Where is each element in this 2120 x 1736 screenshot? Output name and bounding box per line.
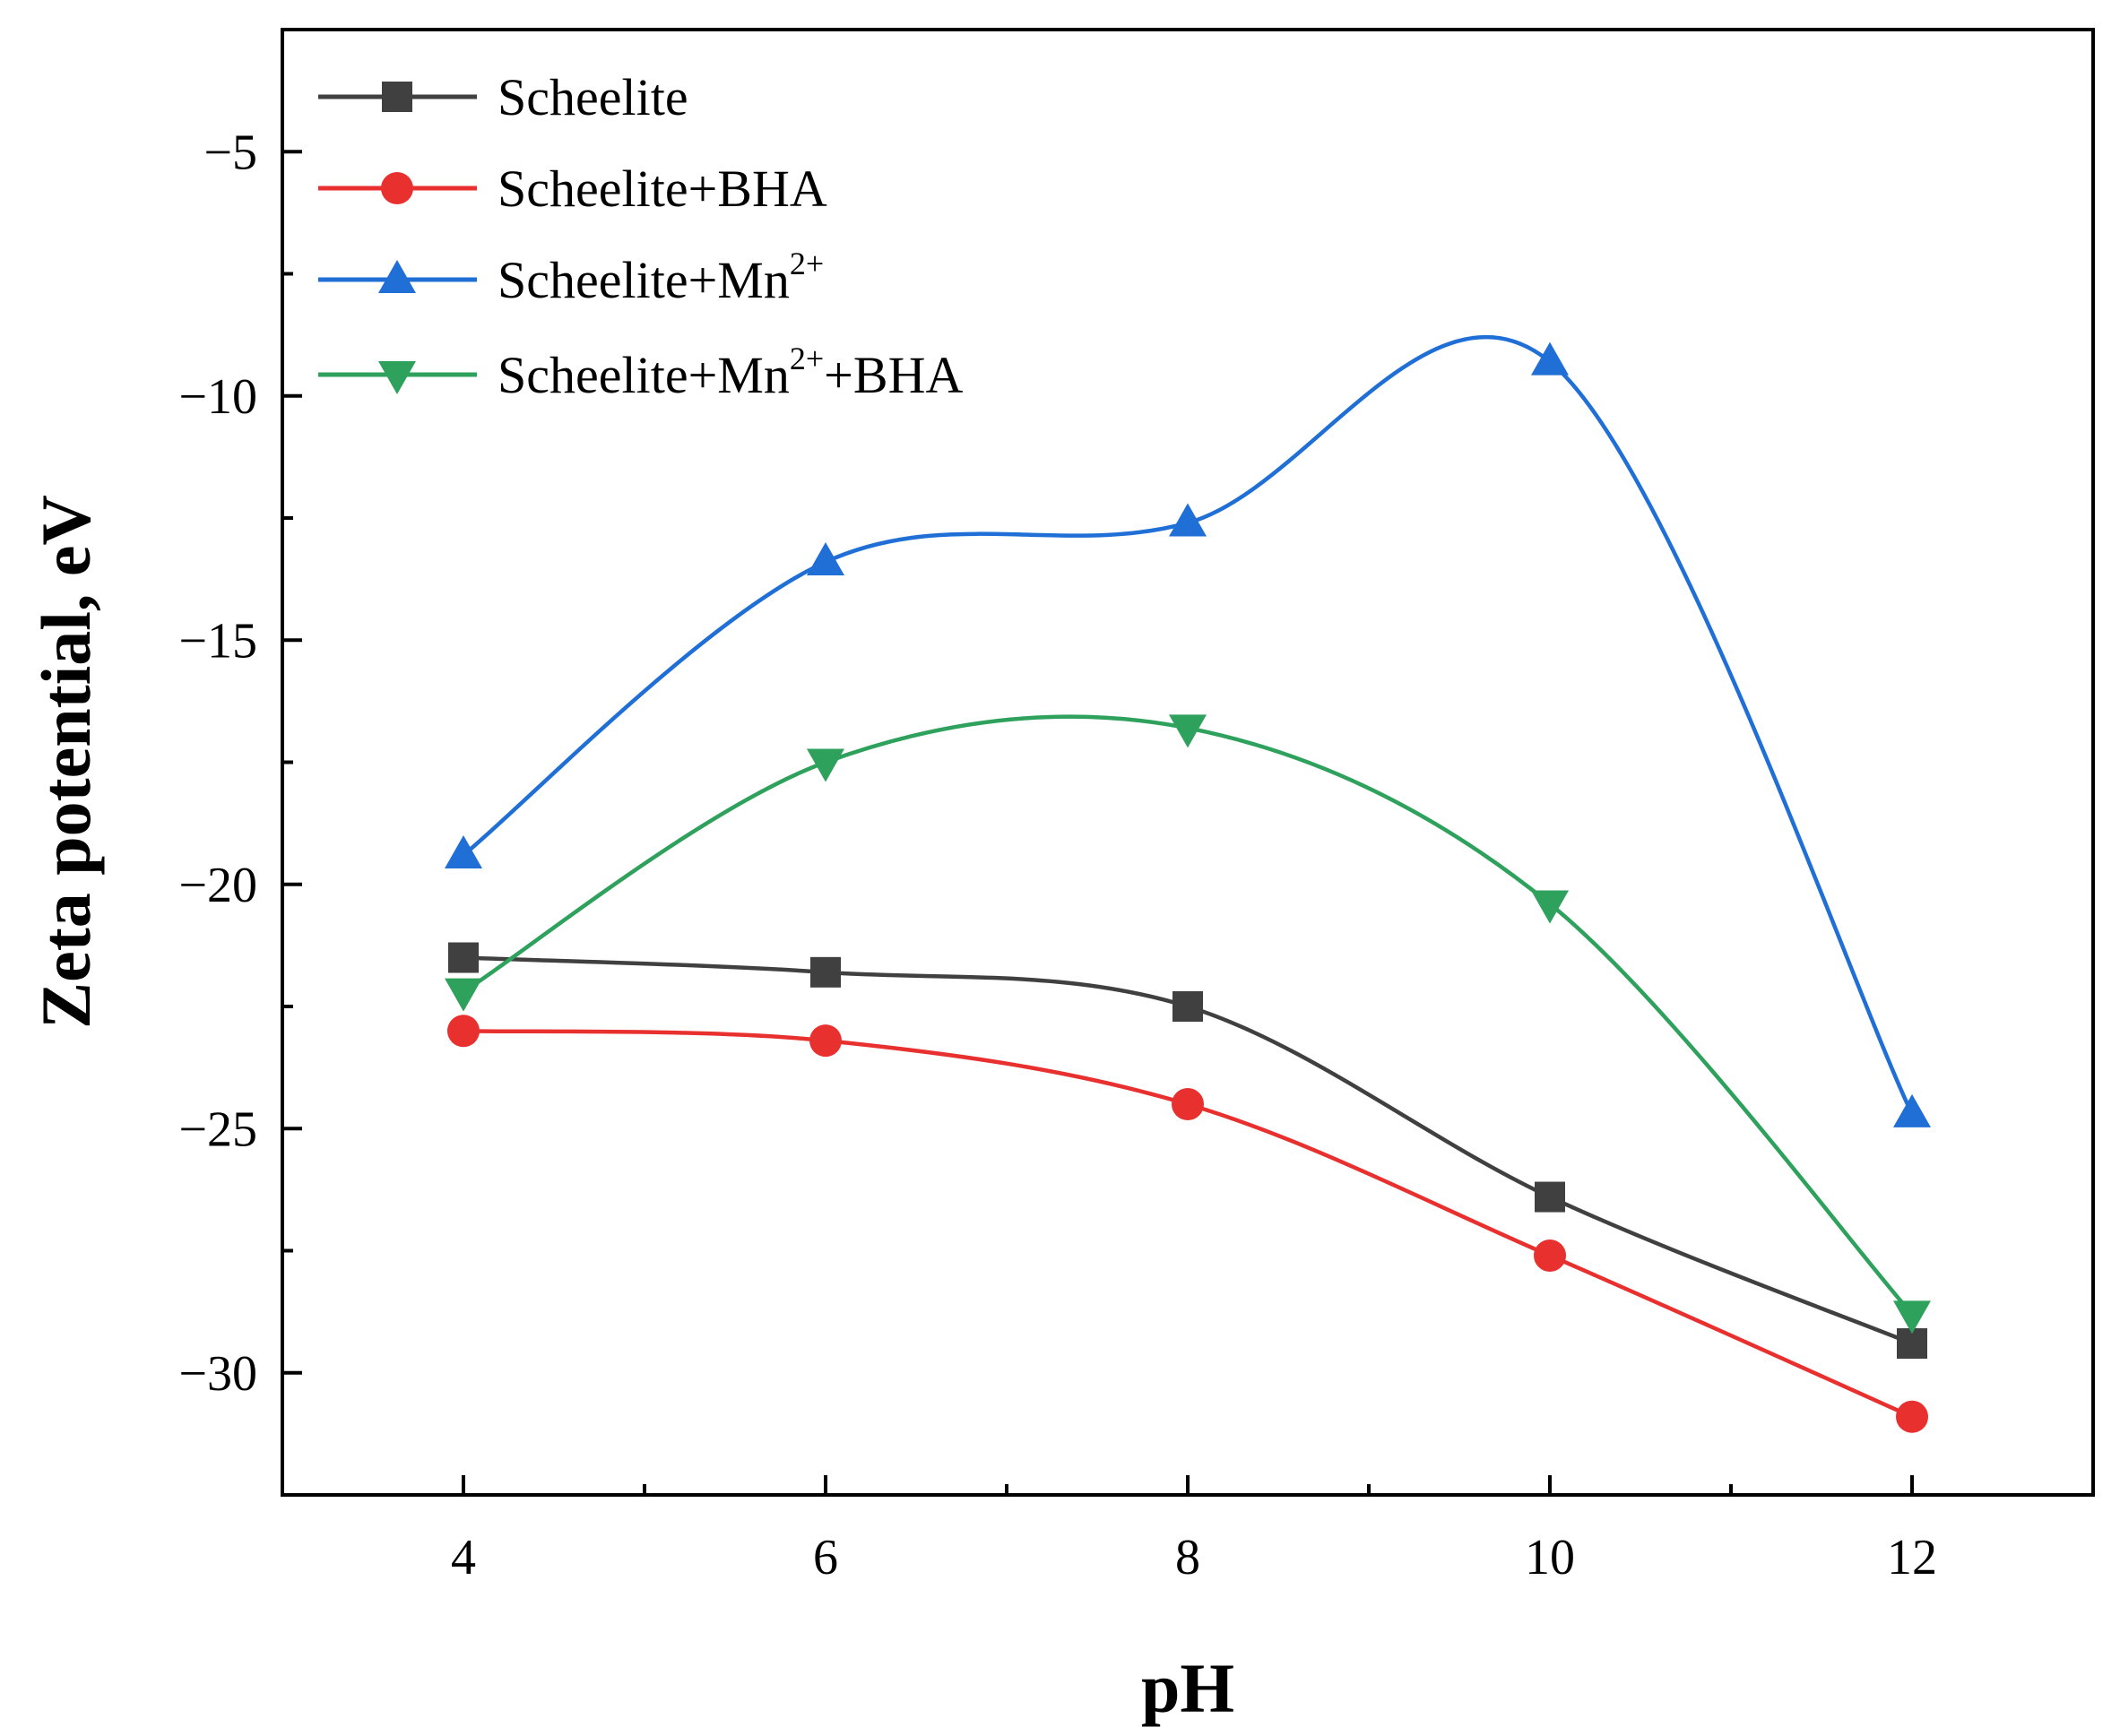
series-line-2 [462,335,1915,1115]
y-tick-label: −15 [178,613,257,669]
x-tick-label: 12 [1887,1530,1937,1585]
legend-text-suffix: +BHA [824,346,963,404]
x-axis-title: pH [1141,1649,1234,1727]
x-tick-label: 4 [451,1530,476,1585]
data-point-s1-4 [1896,1400,1928,1433]
legend-label-1: Scheelite+BHA [498,160,827,218]
legend-marker-1 [381,172,413,204]
y-tick-label: −25 [178,1101,257,1157]
data-point-s1-1 [809,1024,842,1058]
marker-layer [445,341,1931,1433]
legend-marker-0 [382,82,412,112]
legend-text-main: Scheelite [498,68,688,126]
data-point-s2-2 [1169,503,1207,537]
y-tick-label: −10 [178,369,257,425]
data-point-s3-0 [445,978,482,1012]
data-point-s3-4 [1893,1300,1931,1334]
data-point-s2-4 [1893,1093,1931,1127]
data-point-s0-0 [448,942,479,973]
data-point-s3-2 [1169,714,1207,748]
legend-text-main: Scheelite+Mn [498,346,790,404]
x-tick-label: 6 [813,1530,838,1585]
legend-marker-3 [378,361,416,394]
data-point-s1-0 [447,1015,480,1048]
legend-label-2: Scheelite+Mn2+​ [498,246,824,309]
y-tick-label: −30 [178,1346,257,1402]
data-point-s2-3 [1531,341,1569,376]
legend-label-0: Scheelite [498,68,688,126]
data-point-s3-1 [807,748,844,782]
series-line-3 [462,714,1914,1316]
data-point-s3-3 [1531,890,1569,924]
y-tick-label: −5 [203,125,257,180]
data-point-s0-3 [1535,1181,1565,1213]
data-point-s2-1 [807,542,844,576]
legend-text-superscript: 2+ [790,246,824,281]
data-point-s0-2 [1172,991,1203,1022]
y-tick-label: −20 [178,858,257,913]
data-point-s1-3 [1534,1239,1566,1272]
x-tick-label: 10 [1525,1530,1575,1585]
data-point-s1-2 [1172,1088,1204,1120]
x-tick-label: 8 [1175,1530,1200,1585]
legend-text-superscript: 2+ [790,341,824,376]
y-axis-title: Zeta potential, eV [27,495,105,1029]
legend-text-main: Scheelite+Mn [498,251,790,309]
legend: ScheeliteScheelite+BHAScheelite+Mn2+​Sch… [318,68,963,404]
tick-layer: 4 6 8 10 12 −5 −10 −15 −20 −25 −30 [178,125,1937,1585]
legend-text-main: Scheelite+BHA [498,160,827,218]
data-point-s0-1 [810,956,841,988]
legend-marker-2 [378,260,416,293]
legend-label-3: Scheelite+Mn2++BHA [498,341,963,404]
data-point-s2-0 [445,835,482,869]
